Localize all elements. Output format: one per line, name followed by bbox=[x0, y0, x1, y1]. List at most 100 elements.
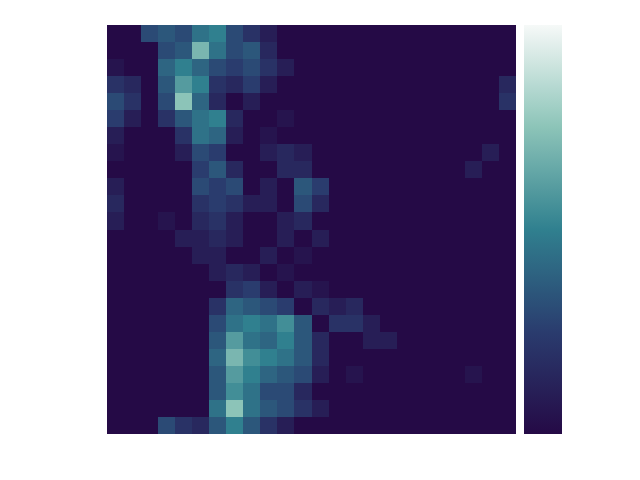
heatmap-cell bbox=[448, 144, 466, 162]
heatmap-cell bbox=[380, 212, 398, 230]
heatmap-cell bbox=[380, 315, 398, 333]
heatmap-cell bbox=[482, 315, 500, 333]
heatmap-cell bbox=[482, 230, 500, 248]
heatmap-cell bbox=[175, 349, 193, 367]
heatmap-cell bbox=[482, 417, 500, 434]
heatmap-cell bbox=[158, 349, 176, 367]
heatmap-cell bbox=[294, 195, 312, 213]
heatmap-cell bbox=[192, 264, 210, 282]
heatmap-cell bbox=[482, 144, 500, 162]
heatmap-cell bbox=[124, 144, 142, 162]
heatmap-cell bbox=[448, 42, 466, 60]
heatmap-cell bbox=[329, 230, 347, 248]
heatmap-cell bbox=[499, 281, 516, 299]
heatmap-cell bbox=[141, 383, 159, 401]
heatmap-cell bbox=[363, 127, 381, 145]
heatmap-cell bbox=[124, 195, 142, 213]
heatmap-cell bbox=[158, 383, 176, 401]
heatmap-cell bbox=[294, 247, 312, 265]
heatmap-cell bbox=[209, 76, 227, 94]
heatmap-cell bbox=[346, 25, 364, 43]
heatmap-cell bbox=[243, 59, 261, 77]
heatmap-cell bbox=[209, 247, 227, 265]
heatmap-cell bbox=[346, 264, 364, 282]
heatmap-cell bbox=[329, 144, 347, 162]
heatmap-cell bbox=[431, 247, 449, 265]
heatmap-cell bbox=[312, 264, 330, 282]
heatmap-cell bbox=[414, 127, 432, 145]
heatmap-cell bbox=[243, 76, 261, 94]
heatmap-cell bbox=[226, 247, 244, 265]
heatmap-cell bbox=[499, 127, 516, 145]
heatmap-cell bbox=[226, 281, 244, 299]
heatmap-cell bbox=[414, 93, 432, 111]
heatmap-cell bbox=[192, 76, 210, 94]
heatmap-cell bbox=[192, 247, 210, 265]
heatmap-cell bbox=[294, 127, 312, 145]
heatmap-cell bbox=[107, 178, 125, 196]
heatmap-cell bbox=[312, 315, 330, 333]
heatmap-cell bbox=[107, 417, 125, 434]
heatmap-cell bbox=[294, 161, 312, 179]
heatmap-cell bbox=[294, 315, 312, 333]
heatmap-cell bbox=[243, 161, 261, 179]
heatmap-cell bbox=[260, 264, 278, 282]
heatmap-cell bbox=[431, 366, 449, 384]
heatmap-cell bbox=[448, 212, 466, 230]
heatmap-cell bbox=[226, 161, 244, 179]
heatmap-cell bbox=[465, 178, 483, 196]
heatmap-cell bbox=[226, 178, 244, 196]
heatmap-cell bbox=[294, 264, 312, 282]
heatmap-cell bbox=[448, 349, 466, 367]
heatmap-cell bbox=[192, 195, 210, 213]
heatmap-cell bbox=[482, 76, 500, 94]
heatmap-cell bbox=[158, 144, 176, 162]
heatmap-cell bbox=[192, 400, 210, 418]
heatmap-cell bbox=[329, 417, 347, 434]
heatmap-cell bbox=[380, 76, 398, 94]
heatmap-cell bbox=[158, 110, 176, 128]
heatmap-cell bbox=[226, 264, 244, 282]
heatmap-cell bbox=[397, 178, 415, 196]
heatmap-cell bbox=[175, 59, 193, 77]
heatmap-cell bbox=[499, 110, 516, 128]
heatmap-cell bbox=[192, 366, 210, 384]
heatmap-cell bbox=[226, 417, 244, 434]
heatmap-cell bbox=[431, 417, 449, 434]
heatmap-cell bbox=[465, 59, 483, 77]
heatmap-cell bbox=[158, 417, 176, 434]
heatmap-cell bbox=[192, 178, 210, 196]
heatmap-cell bbox=[107, 76, 125, 94]
heatmap-cell bbox=[414, 417, 432, 434]
heatmap-cell bbox=[312, 59, 330, 77]
heatmap-cell bbox=[414, 110, 432, 128]
heatmap-cell bbox=[414, 264, 432, 282]
heatmap-cell bbox=[380, 93, 398, 111]
heatmap-cell bbox=[243, 383, 261, 401]
heatmap-cell bbox=[465, 42, 483, 60]
heatmap-cell bbox=[277, 25, 295, 43]
heatmap-cell bbox=[209, 383, 227, 401]
heatmap-cell bbox=[312, 93, 330, 111]
heatmap-cell bbox=[175, 178, 193, 196]
heatmap-cell bbox=[226, 110, 244, 128]
heatmap-cell bbox=[226, 195, 244, 213]
heatmap-cell bbox=[448, 264, 466, 282]
heatmap-cell bbox=[141, 110, 159, 128]
chart-svg bbox=[0, 0, 640, 480]
heatmap-cell bbox=[124, 264, 142, 282]
heatmap-cell bbox=[482, 366, 500, 384]
heatmap-cell bbox=[175, 400, 193, 418]
heatmap-cell bbox=[158, 230, 176, 248]
heatmap-cell bbox=[499, 298, 516, 316]
heatmap-cell bbox=[209, 110, 227, 128]
heatmap-cell bbox=[158, 161, 176, 179]
heatmap-cell bbox=[448, 25, 466, 43]
heatmap-cell bbox=[209, 25, 227, 43]
heatmap-cell bbox=[226, 349, 244, 367]
heatmap-cell bbox=[363, 161, 381, 179]
heatmap-cell bbox=[380, 281, 398, 299]
heatmap-cell bbox=[192, 25, 210, 43]
heatmap-cell bbox=[414, 315, 432, 333]
heatmap-cell bbox=[482, 110, 500, 128]
